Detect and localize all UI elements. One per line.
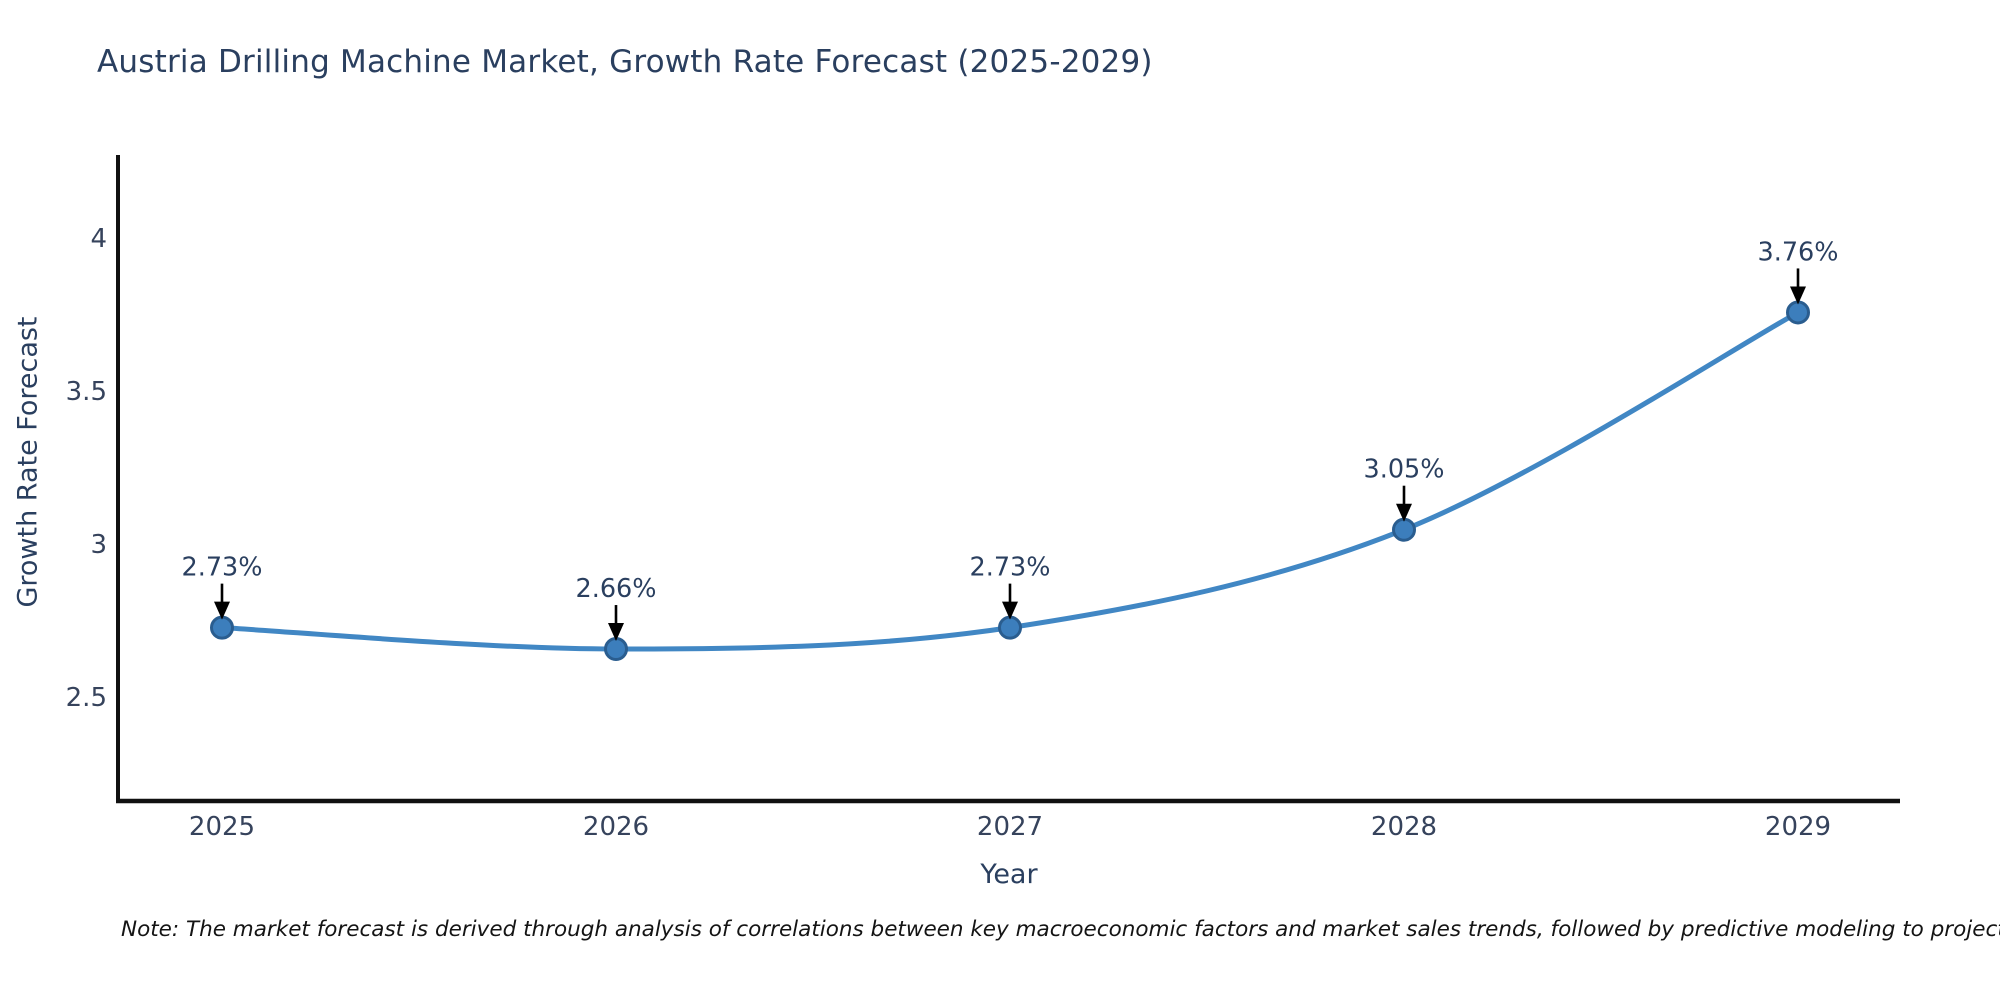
point-label: 2.73% [181, 553, 262, 583]
y-tick-label: 2.5 [66, 683, 107, 713]
point-label: 3.76% [1757, 237, 1838, 267]
annotation-arrowhead [214, 601, 230, 620]
data-point-marker [998, 615, 1022, 640]
point-label: 3.05% [1363, 455, 1444, 485]
point-label: 2.66% [575, 574, 656, 604]
x-tick-label: 2025 [189, 812, 255, 842]
point-label: 2.73% [969, 553, 1050, 583]
annotation-arrowhead [1396, 503, 1412, 522]
x-axis-title: Year [980, 859, 1038, 890]
data-point-marker [1786, 300, 1810, 325]
x-tick-label: 2028 [1371, 812, 1437, 842]
x-tick-label: 2026 [583, 812, 649, 842]
y-tick-label: 3.5 [66, 377, 107, 407]
x-tick-label: 2027 [977, 812, 1043, 842]
data-point-marker [210, 615, 234, 640]
y-tick-label: 4 [90, 224, 107, 254]
footnote: Note: The market forecast is derived thr… [121, 917, 2000, 942]
y-tick-label: 3 [90, 530, 107, 560]
annotation-arrowhead [1790, 286, 1806, 305]
x-tick-label: 2029 [1765, 812, 1831, 842]
data-point-marker [1392, 517, 1416, 542]
chart-title: Austria Drilling Machine Market, Growth … [97, 44, 1153, 80]
annotation-arrowhead [1002, 601, 1018, 620]
data-point-marker [604, 637, 628, 662]
annotation-arrowhead [608, 623, 624, 642]
